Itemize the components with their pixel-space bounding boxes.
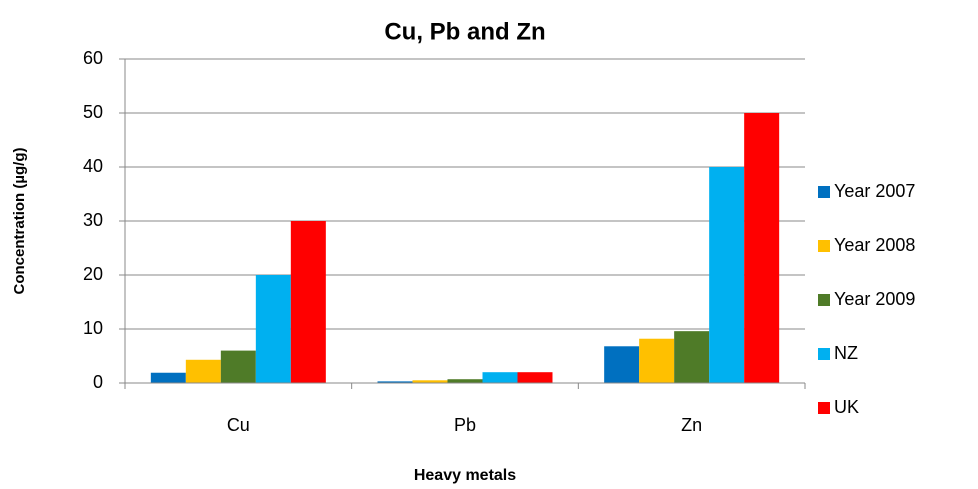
bar (220, 350, 256, 383)
bar (709, 167, 745, 383)
legend-swatch (818, 240, 830, 252)
bar (150, 372, 186, 383)
bar (744, 113, 780, 383)
bar (290, 221, 326, 383)
legend-label: UK (834, 397, 859, 417)
bar (412, 380, 448, 383)
legend-label: Year 2007 (834, 181, 915, 201)
y-tick-label: 30 (83, 210, 103, 230)
y-axis-label: Concentration (µg/g) (11, 148, 28, 295)
x-tick-label: Zn (681, 415, 702, 435)
bar (447, 379, 483, 383)
y-tick-label: 40 (83, 156, 103, 176)
y-tick-label: 10 (83, 318, 103, 338)
x-tick-label: Pb (454, 415, 476, 435)
y-tick-label: 50 (83, 102, 103, 122)
legend-label: NZ (834, 343, 858, 363)
legend-swatch (818, 186, 830, 198)
bar (517, 372, 553, 383)
bar (604, 346, 640, 383)
bar (255, 275, 291, 383)
legend-label: Year 2008 (834, 235, 915, 255)
legend-label: Year 2009 (834, 289, 915, 309)
legend-swatch (818, 294, 830, 306)
bar (377, 381, 413, 383)
bar (482, 372, 518, 383)
bar (674, 331, 710, 383)
x-axis-label: Heavy metals (414, 467, 516, 484)
chart-title: Cu, Pb and Zn (384, 18, 545, 45)
legend-swatch (818, 402, 830, 414)
bar (639, 338, 675, 383)
bar (185, 359, 221, 383)
x-tick-label: Cu (227, 415, 250, 435)
y-tick-label: 20 (83, 264, 103, 284)
y-tick-label: 0 (93, 372, 103, 392)
legend-swatch (818, 348, 830, 360)
y-tick-label: 60 (83, 48, 103, 68)
